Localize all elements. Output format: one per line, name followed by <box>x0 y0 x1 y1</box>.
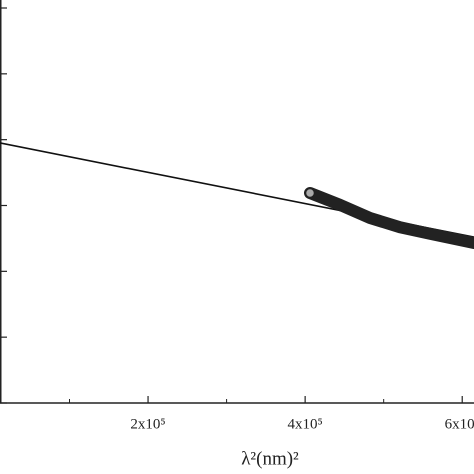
x-tick-label: 4x10⁵ <box>288 416 323 432</box>
x-tick-label: 6x10⁵ <box>445 416 474 432</box>
start-point <box>304 187 316 199</box>
series-line <box>304 186 474 250</box>
x-tick-label: 2x10⁵ <box>130 416 165 432</box>
x-axis-label: λ²(nm)² <box>241 448 299 469</box>
